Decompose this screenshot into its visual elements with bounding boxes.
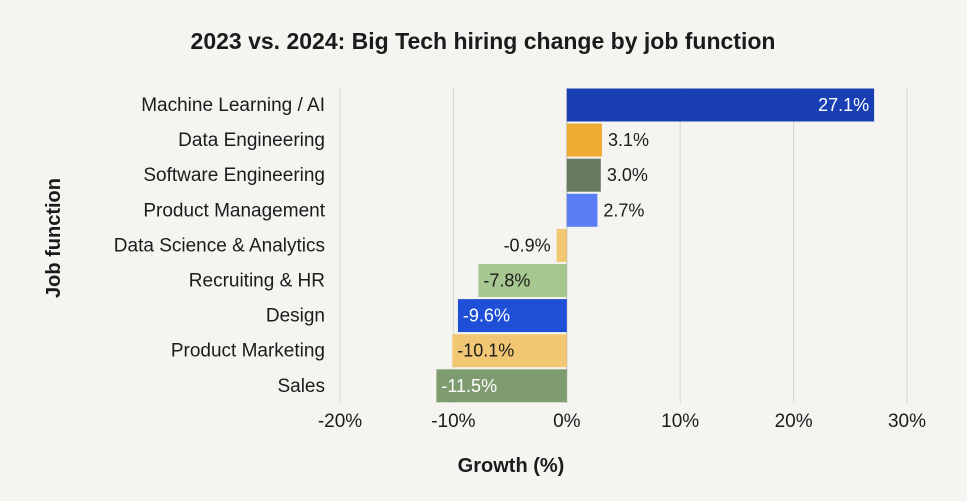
category-label: Sales	[277, 376, 325, 397]
data-label: 3.0%	[607, 165, 648, 185]
bar	[566, 193, 598, 227]
x-axis-ticks: -20% -10% 0% 10% 20% 30%	[318, 411, 926, 432]
category-labels: Machine Learning / AI Data Engineering Sof…	[114, 95, 326, 397]
data-label: -10.1%	[457, 341, 514, 361]
data-label: -0.9%	[504, 235, 551, 255]
category-label: Data Engineering	[178, 130, 325, 151]
bar	[478, 264, 567, 297]
x-tick-label: 30%	[888, 411, 926, 432]
x-tick-label: 0%	[553, 411, 581, 432]
category-label: Product Management	[143, 200, 325, 221]
bar	[436, 369, 567, 403]
data-label: 27.1%	[818, 95, 869, 115]
data-label: 2.7%	[603, 200, 644, 220]
category-label: Machine Learning / AI	[141, 95, 325, 116]
bars: 27.1% 3.1% 3.0% 2.7% -0.9% -7.8% -9.6% -10.1% -1…	[436, 88, 875, 403]
bar	[457, 299, 567, 333]
x-tick-label: -20%	[318, 411, 362, 432]
bar	[566, 123, 602, 157]
category-label: Design	[266, 306, 325, 327]
y-axis-label: Job function	[43, 178, 65, 298]
x-axis-label: Growth (%)	[458, 455, 565, 477]
x-tick-label: 10%	[661, 411, 699, 432]
bar	[556, 228, 567, 262]
x-tick-label: -10%	[431, 411, 475, 432]
data-label: -7.8%	[483, 271, 530, 291]
category-label: Product Marketing	[171, 341, 325, 362]
bar	[566, 88, 875, 122]
bar	[566, 158, 601, 192]
category-label: Recruiting & HR	[189, 271, 325, 292]
data-label: 3.1%	[608, 130, 649, 150]
x-tick-label: 20%	[775, 411, 813, 432]
data-label: -9.6%	[463, 306, 510, 326]
chart-title: 2023 vs. 2024: Big Tech hiring change by…	[191, 28, 776, 54]
category-label: Software Engineering	[143, 165, 325, 186]
bar	[452, 334, 567, 368]
data-label: -11.5%	[441, 376, 497, 396]
category-label: Data Science & Analytics	[114, 235, 325, 256]
